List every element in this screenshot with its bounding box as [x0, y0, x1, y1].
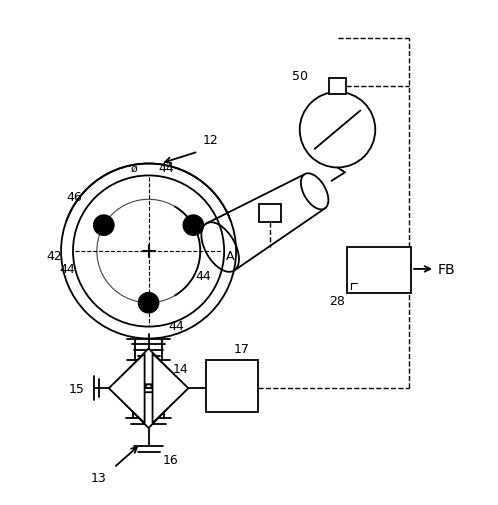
Text: 44: 44: [195, 270, 211, 283]
Circle shape: [94, 216, 114, 236]
Polygon shape: [114, 392, 183, 428]
Bar: [329, 79, 347, 95]
Circle shape: [138, 293, 158, 313]
Text: 44: 44: [59, 263, 75, 276]
Circle shape: [145, 300, 151, 306]
Text: 17: 17: [234, 342, 250, 355]
Bar: [259, 205, 281, 223]
Text: 12: 12: [202, 134, 218, 147]
Text: 42: 42: [46, 250, 62, 263]
Circle shape: [183, 216, 203, 236]
Polygon shape: [152, 354, 188, 423]
Bar: [348, 247, 411, 293]
Text: 44: 44: [158, 162, 174, 175]
Circle shape: [190, 223, 196, 229]
Text: 46: 46: [66, 190, 82, 204]
Polygon shape: [114, 349, 183, 384]
Text: 14: 14: [172, 362, 188, 375]
Text: 16: 16: [162, 453, 178, 467]
Bar: [206, 361, 258, 412]
Text: 48: 48: [260, 208, 276, 221]
Text: 50: 50: [292, 70, 308, 83]
Circle shape: [101, 223, 107, 229]
Text: 44: 44: [168, 320, 184, 332]
Text: 28: 28: [330, 294, 346, 308]
Polygon shape: [109, 354, 144, 423]
Text: 15: 15: [69, 382, 85, 395]
Text: FB: FB: [438, 263, 456, 276]
Text: 13: 13: [91, 471, 107, 484]
Text: A: A: [226, 250, 235, 263]
Text: ø: ø: [130, 163, 137, 173]
